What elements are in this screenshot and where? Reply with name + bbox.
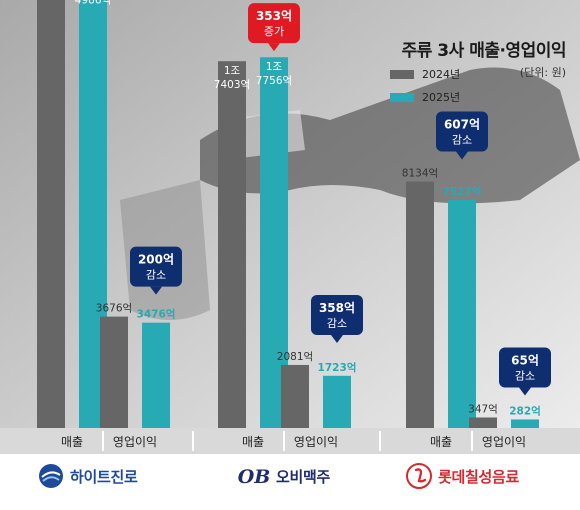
value-label-2024-2-0: 1조 (224, 65, 241, 77)
change-direction-3: 감소 (327, 317, 347, 330)
change-callout-2 (248, 3, 300, 44)
change-callout-pointer-3 (331, 334, 343, 343)
value-label-2025-0-1: 4986억 (75, 0, 111, 6)
change-direction-1: 감소 (146, 269, 166, 282)
legend-swatch-2025 (390, 92, 414, 102)
category-axis-strip (0, 428, 580, 454)
change-callout-pointer-1 (150, 286, 162, 295)
change-callout-pointer-5 (519, 387, 531, 396)
bar-2025-1 (142, 322, 170, 428)
bar-2024-2 (218, 61, 246, 428)
change-callout-1 (130, 246, 182, 287)
change-direction-2: 증가 (264, 25, 284, 38)
change-value-3: 358억 (319, 301, 355, 315)
bar-2025-4 (448, 199, 476, 428)
bar-2024-4 (406, 181, 434, 428)
value-label-2024-2-1: 7403억 (214, 79, 250, 91)
bar-2024-3 (281, 364, 309, 428)
change-callout-4 (436, 111, 488, 152)
change-value-2: 353억 (256, 9, 292, 23)
legend-swatch-2024 (390, 69, 414, 79)
value-label-2025-3: 1723억 (318, 362, 357, 374)
category-label-5: 영업이익 (482, 435, 526, 449)
hite-globe-icon (39, 464, 63, 488)
value-label-2025-4: 7527억 (443, 186, 482, 198)
change-value-4: 607억 (444, 118, 480, 132)
value-label-2024-5: 347억 (468, 403, 498, 415)
value-label-2025-1: 3476억 (137, 309, 176, 321)
category-label-1: 영업이익 (113, 435, 157, 449)
ob-monogram-text: OB (238, 466, 270, 488)
ob-monogram-icon: OB (238, 466, 270, 488)
bar-2025-3 (323, 375, 351, 428)
company-name-ob: 오비맥주 (276, 467, 331, 486)
change-direction-5: 감소 (515, 369, 535, 382)
value-label-2025-2-1: 7756억 (256, 75, 292, 87)
legend-label-2025: 2025년 (422, 91, 461, 104)
bar-chart: 2조5992억2조4986억1006억감소매출3676억3476억200억감소영… (37, 0, 551, 451)
company-hite: 하이트진로 (38, 458, 138, 494)
category-label-3: 영업이익 (294, 435, 338, 449)
change-callout-3 (311, 294, 363, 335)
value-label-2025-2-0: 1조 (266, 61, 283, 73)
bar-2025-5 (511, 419, 539, 428)
change-direction-4: 감소 (452, 134, 472, 147)
category-label-4: 매출 (430, 435, 452, 449)
lotte-l-icon (406, 463, 432, 489)
value-label-2024-3: 2081억 (277, 351, 313, 363)
company-lotte: 롯데칠성음료 (406, 458, 519, 494)
legend-label-2024: 2024년 (422, 68, 461, 81)
change-value-1: 200억 (138, 253, 174, 267)
change-callout-pointer-4 (456, 151, 468, 160)
legend-item-2024: 2024년 (390, 64, 460, 84)
company-name-hite: 하이트진로 (70, 467, 138, 486)
bar-2024-0 (37, 0, 65, 429)
value-label-2024-4: 8134억 (402, 168, 438, 180)
value-label-2025-5: 282억 (509, 405, 541, 417)
company-ob: OB 오비맥주 (238, 458, 330, 494)
change-callout-5 (499, 347, 551, 388)
chart-title: 주류 3사 매출·영업이익 (401, 41, 567, 61)
legend: 2024년 2025년 (390, 64, 460, 107)
change-value-5: 65억 (511, 353, 539, 367)
category-label-0: 매출 (61, 435, 83, 449)
bar-2024-5 (469, 417, 497, 428)
unit-label: (단위: 원) (519, 66, 566, 79)
company-name-lotte: 롯데칠성음료 (438, 467, 520, 486)
legend-item-2025: 2025년 (390, 87, 460, 107)
category-label-2: 매출 (242, 435, 264, 449)
bar-2024-1 (100, 316, 128, 428)
value-label-2024-1: 3676억 (96, 303, 132, 315)
change-callout-pointer-2 (268, 43, 280, 52)
